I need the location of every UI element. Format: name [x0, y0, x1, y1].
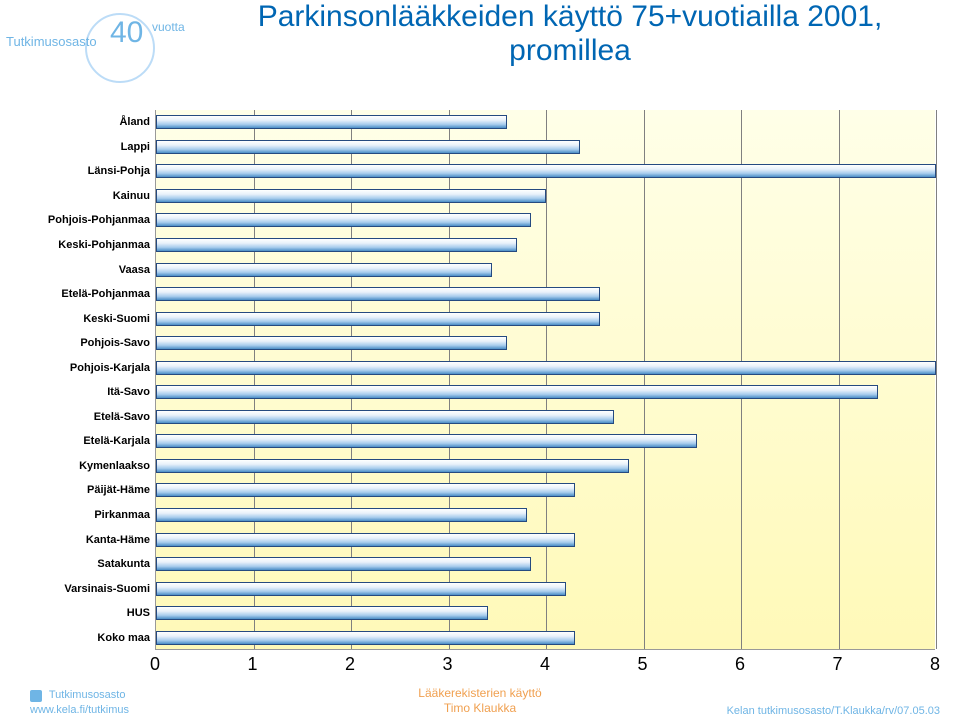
x-tick-label: 4 — [540, 654, 550, 675]
gridline — [741, 110, 742, 649]
category-label: Koko maa — [25, 633, 150, 644]
bar — [156, 213, 531, 227]
category-label: Pohjois-Karjala — [25, 363, 150, 374]
footer-logo-icon — [30, 690, 42, 702]
gridline — [936, 110, 937, 649]
gridline — [839, 110, 840, 649]
bar — [156, 336, 507, 350]
bar — [156, 606, 488, 620]
category-label: Lappi — [25, 142, 150, 153]
bar — [156, 287, 600, 301]
bar — [156, 164, 936, 178]
category-label: Åland — [25, 117, 150, 128]
category-label: HUS — [25, 608, 150, 619]
footer-center-line1: Lääkerekisterien käyttö — [418, 686, 541, 700]
bar — [156, 140, 580, 154]
bar — [156, 238, 517, 252]
bar-chart: Åland Lappi Länsi-Pohja Kainuu Pohjois-Pohja… — [25, 110, 935, 670]
footer-left-line1: Tutkimusosasto — [49, 689, 126, 701]
bar — [156, 533, 575, 547]
bar — [156, 508, 527, 522]
x-tick-label: 2 — [345, 654, 355, 675]
category-label: Keski-Suomi — [25, 314, 150, 325]
footer-center-line2: Timo Klaukka — [444, 701, 516, 715]
x-tick-label: 5 — [637, 654, 647, 675]
footer-left: Tutkimusosasto www.kela.fi/tutkimus — [30, 688, 129, 717]
bar — [156, 483, 575, 497]
category-label: Varsinais-Suomi — [25, 584, 150, 595]
bar — [156, 189, 546, 203]
bar — [156, 115, 507, 129]
bar — [156, 459, 629, 473]
branding-block: Tutkimusosasto 40 vuotta — [0, 8, 200, 68]
gridline — [546, 110, 547, 649]
gridline — [644, 110, 645, 649]
bar — [156, 385, 878, 399]
x-tick-label: 3 — [442, 654, 452, 675]
x-tick-label: 8 — [930, 654, 940, 675]
logo-years-unit: vuotta — [152, 20, 185, 34]
bar — [156, 434, 697, 448]
footer-center: Lääkerekisterien käyttö Timo Klaukka — [418, 686, 541, 717]
x-tick-label: 0 — [150, 654, 160, 675]
category-label: Satakunta — [25, 559, 150, 570]
bar — [156, 557, 531, 571]
category-label: Kainuu — [25, 191, 150, 202]
category-label: Kanta-Häme — [25, 535, 150, 546]
category-label: Pirkanmaa — [25, 510, 150, 521]
x-tick-label: 7 — [832, 654, 842, 675]
category-label: Vaasa — [25, 265, 150, 276]
category-label: Pohjois-Savo — [25, 338, 150, 349]
category-label: Itä-Savo — [25, 387, 150, 398]
category-label: Keski-Pohjanmaa — [25, 240, 150, 251]
bar — [156, 410, 614, 424]
category-label: Länsi-Pohja — [25, 166, 150, 177]
category-label: Etelä-Karjala — [25, 436, 150, 447]
bar — [156, 263, 492, 277]
x-tick-label: 1 — [247, 654, 257, 675]
x-tick-label: 6 — [735, 654, 745, 675]
plot-area — [155, 110, 935, 650]
bar — [156, 312, 600, 326]
footer-right: Kelan tutkimusosasto/T.Klaukka/rv/07.05.… — [727, 705, 940, 717]
category-label: Pohjois-Pohjanmaa — [25, 215, 150, 226]
title-line-2: promillea — [509, 34, 631, 67]
category-label: Kymenlaakso — [25, 461, 150, 472]
logo-years: 40 — [110, 16, 143, 50]
bar — [156, 582, 566, 596]
bar — [156, 631, 575, 645]
org-label: Tutkimusosasto — [6, 34, 97, 49]
bar — [156, 361, 936, 375]
chart-title: Parkinsonlääkkeiden käyttö 75+vuotiailla… — [200, 0, 940, 68]
category-label: Päijät-Häme — [25, 485, 150, 496]
category-label: Etelä-Pohjanmaa — [25, 289, 150, 300]
category-label: Etelä-Savo — [25, 412, 150, 423]
title-line-1: Parkinsonlääkkeiden käyttö 75+vuotiailla… — [258, 0, 883, 33]
footer-left-line2: www.kela.fi/tutkimus — [30, 704, 129, 716]
